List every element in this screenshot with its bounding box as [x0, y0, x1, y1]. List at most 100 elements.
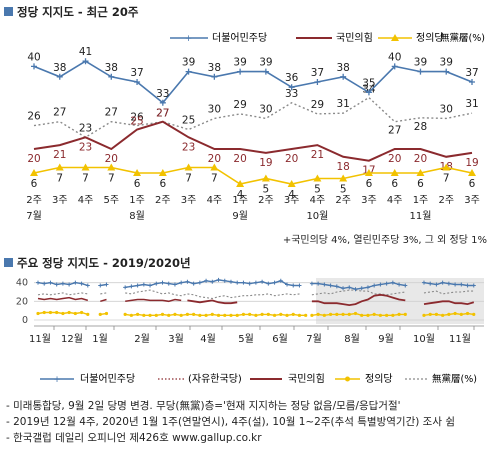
tick-label: 2주	[258, 195, 274, 206]
data-label-none: 26	[27, 111, 41, 123]
data-label-none: 30	[259, 103, 272, 115]
footnote: - 한국갤럽 데일리 오피니언 제426호 www.gallup.co.kr	[6, 432, 262, 444]
point-minjoo	[314, 79, 321, 85]
series-line-justice	[311, 312, 406, 317]
point-justice	[441, 313, 445, 317]
point-minjoo	[384, 281, 389, 286]
data-label-justice: 6	[134, 178, 141, 190]
data-label-justice: 6	[159, 178, 166, 190]
legend-none: 無黨層(%)	[440, 32, 485, 44]
data-label-ppp: 23	[79, 141, 92, 153]
data-label-minjoo: 39	[259, 57, 272, 69]
point-justice	[129, 313, 133, 317]
point-minjoo	[453, 282, 458, 287]
data-label-ppp: 20	[388, 153, 401, 165]
data-label-justice: 6	[469, 178, 476, 190]
point-justice	[184, 163, 193, 171]
legend-dot-icon	[345, 376, 350, 382]
point-justice	[210, 312, 214, 316]
chart1-legend: + 더불어민주당 국민의힘 정의당 無黨層(%)	[170, 32, 485, 44]
point-justice	[428, 312, 432, 316]
series-line-minjoo	[311, 281, 406, 290]
data-label-minjoo: 35	[362, 77, 375, 89]
data-label-justice: 6	[417, 178, 424, 190]
point-justice	[385, 313, 389, 317]
point-minjoo	[179, 280, 184, 285]
point-justice	[285, 313, 289, 317]
data-label-justice: 5	[340, 184, 347, 196]
data-label-none: 23	[79, 122, 92, 134]
month-label: 7월	[306, 333, 322, 345]
data-label-none: 33	[285, 88, 298, 100]
series-line-minjoo	[33, 60, 473, 104]
data-label-minjoo: 39	[233, 57, 246, 69]
point-justice	[310, 313, 314, 317]
point-minjoo	[372, 283, 377, 288]
point-justice	[55, 163, 64, 171]
point-minjoo	[228, 279, 233, 284]
month-label: 10월	[306, 210, 328, 222]
point-justice	[403, 312, 407, 316]
point-minjoo	[241, 280, 246, 285]
chart2-plot: 40 20 0	[16, 278, 484, 326]
point-minjoo	[288, 84, 295, 91]
tick-label: 4주	[387, 195, 403, 206]
tick-label: 2주	[335, 195, 351, 206]
series-line-ppp	[311, 293, 406, 307]
point-justice	[81, 163, 90, 171]
point-minjoo	[365, 285, 370, 290]
point-minjoo	[222, 278, 227, 283]
chart1-note: +국민의당 4%, 열린민주당 3%, 그 외 정당 1%	[283, 234, 487, 246]
point-justice	[468, 169, 476, 176]
point-minjoo	[434, 282, 439, 287]
point-minjoo	[191, 281, 196, 286]
chart1-title: 정당 지지도 - 최근 20주	[17, 5, 139, 19]
point-justice	[390, 169, 399, 176]
legend-ppp: 국민의힘	[336, 32, 373, 44]
point-justice	[86, 312, 90, 316]
legend2-minjoo: 더불어민주당	[80, 373, 135, 385]
point-justice	[133, 169, 142, 176]
series-line-jayu	[125, 298, 182, 303]
month-label: 2월	[134, 333, 150, 345]
point-justice	[30, 169, 38, 176]
series-line-ppp	[423, 300, 475, 306]
point-justice	[339, 174, 348, 182]
point-minjoo	[417, 68, 424, 75]
point-minjoo	[340, 73, 347, 80]
month-label: 6월	[272, 333, 288, 345]
series-line-justice	[125, 313, 306, 317]
point-justice	[328, 312, 333, 316]
month-label: 7월	[26, 210, 42, 222]
tick-label: 3주	[464, 195, 480, 206]
point-minjoo	[148, 283, 153, 288]
data-label-none: 29	[233, 99, 246, 111]
point-justice	[198, 313, 202, 317]
data-label-ppp: 20	[27, 153, 40, 165]
data-label-ppp: 19	[259, 157, 272, 169]
point-justice	[185, 312, 190, 316]
data-label-justice: 4	[237, 189, 244, 201]
series-line-jayu	[37, 296, 89, 302]
point-minjoo	[31, 63, 37, 70]
data-label-minjoo: 39	[440, 57, 453, 69]
point-justice	[216, 313, 221, 317]
tick-label: 1주	[232, 195, 248, 206]
point-justice	[79, 310, 84, 315]
series-line-none	[33, 96, 473, 139]
data-label-ppp: 21	[311, 149, 324, 161]
series-line-ppp	[33, 120, 473, 162]
point-justice	[61, 311, 65, 316]
data-label-justice: 7	[211, 173, 218, 185]
data-label-justice: 6	[31, 178, 38, 190]
month-label: 5월	[238, 333, 254, 345]
point-justice	[36, 311, 40, 316]
point-minjoo	[235, 280, 240, 285]
data-label-justice: 7	[108, 173, 115, 185]
point-justice	[366, 313, 370, 317]
point-minjoo	[159, 99, 166, 106]
legend-triangle-icon	[391, 34, 399, 41]
point-justice	[453, 311, 457, 316]
tick-label: 3주	[52, 195, 68, 206]
point-justice	[142, 313, 146, 317]
